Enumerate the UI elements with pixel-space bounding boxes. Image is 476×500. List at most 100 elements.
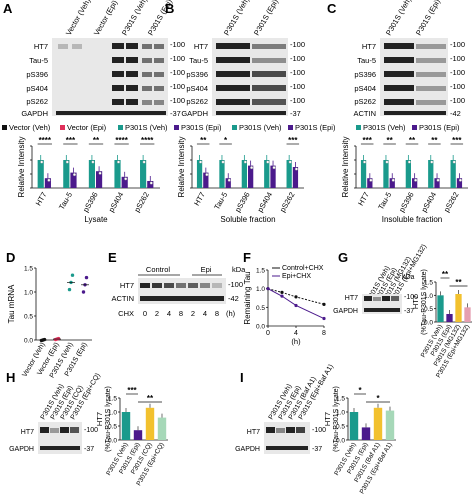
data-point xyxy=(91,160,95,164)
panel-letter-b: B xyxy=(165,1,174,16)
y-axis-label: Relative Intensity xyxy=(341,137,350,198)
kda-label: -100 xyxy=(450,96,465,105)
blot-label: ACTIN xyxy=(112,294,135,303)
kda-label: -100 xyxy=(290,54,305,63)
data-point xyxy=(47,178,51,182)
y-tick-label: 0.0 xyxy=(108,438,117,445)
sig-mark: ** xyxy=(442,270,449,279)
panel-letter-a: A xyxy=(3,1,13,16)
data-point xyxy=(205,173,209,177)
bar xyxy=(114,160,121,188)
sig-mark: ** xyxy=(93,136,100,145)
x-tick-label: pS404 xyxy=(255,191,274,214)
bar xyxy=(203,172,209,188)
sig-mark: *** xyxy=(363,136,373,145)
x-axis-label: Lysate xyxy=(84,215,108,224)
sig-mark: * xyxy=(376,394,380,403)
blot-label: GAPDH xyxy=(333,308,358,315)
panel-letter-i: I xyxy=(240,370,244,385)
data-point xyxy=(288,160,292,164)
y-tick-label: 0.5 xyxy=(24,314,33,321)
bar xyxy=(361,427,371,440)
bar xyxy=(157,417,167,440)
panel-letter-h: H xyxy=(6,370,15,385)
series-line xyxy=(267,288,325,305)
bar xyxy=(225,178,231,188)
data-point xyxy=(369,178,373,182)
bar xyxy=(70,172,77,188)
panel-b-lane-labels: P301S (Veh) P301S (Epi) xyxy=(222,0,280,37)
kda-head: kDa xyxy=(232,265,246,274)
blot-label: pS404 xyxy=(26,84,48,93)
legend-swatch xyxy=(2,125,7,130)
bar xyxy=(383,160,389,188)
panel-f-line-chart: 0.0 0.5 1.0 1.5 Remaining Tau 0 4 8 (h) Control+C… xyxy=(243,265,326,346)
data-point xyxy=(98,171,102,175)
blot-label: HT7 xyxy=(34,42,48,51)
lane-label: P301S (Epi) xyxy=(252,0,280,37)
panel-a-lane-labels: Vector (Veh) Vector (Epi) P301S (Veh) P3… xyxy=(64,0,174,37)
sig-mark: **** xyxy=(141,136,154,145)
bar xyxy=(385,410,395,440)
series-line xyxy=(267,288,325,319)
legend-text: P301S (Epi) xyxy=(181,123,222,132)
legend-text: Control+CHX xyxy=(282,265,324,272)
legend-text: Vector (Veh) xyxy=(9,123,51,132)
panel-letter-e: E xyxy=(108,250,117,265)
sig-mark: ** xyxy=(386,136,393,145)
data-point xyxy=(199,160,203,164)
y-tick-label: 0.5 xyxy=(256,305,265,312)
panel-a-bar-chart: Relative Intensity HT7 **** Tau-5 *** pS396 **… xyxy=(17,136,160,224)
kda-label: -100 xyxy=(404,294,418,301)
blot-label: GAPDH xyxy=(235,446,260,453)
data-point xyxy=(294,303,298,308)
y-axis-label: HT7 xyxy=(411,295,420,309)
bar xyxy=(145,407,155,440)
data-point xyxy=(266,160,270,164)
blot-label: GAPDH xyxy=(21,109,48,118)
bar xyxy=(96,171,103,188)
sig-mark: * xyxy=(224,136,228,145)
data-point xyxy=(280,294,284,298)
kda-label: -100 xyxy=(290,40,305,49)
panel-a-western-blot: HT7 Tau-5 pS396 pS404 pS262 GAPDH -100 -… xyxy=(21,38,185,118)
blot-label: GAPDH xyxy=(9,446,34,453)
blot-label: pS396 xyxy=(26,70,48,79)
y-tick-label: 0.0 xyxy=(336,438,345,445)
sig-mark: ** xyxy=(455,278,462,287)
bar xyxy=(241,160,247,188)
x-tick-label: HT7 xyxy=(192,191,207,208)
data-point xyxy=(272,166,276,170)
y-tick-label: 1.0 xyxy=(256,286,265,293)
bar xyxy=(428,160,434,188)
kda-label: -100 xyxy=(170,96,185,105)
blot-label: pS396 xyxy=(186,70,208,79)
legend-text: Epi+CHX xyxy=(282,273,311,280)
lane-label: Vector (Veh) xyxy=(64,0,93,37)
kda-label: -100 xyxy=(170,54,185,63)
x-tick-label: Tau-5 xyxy=(57,191,74,212)
panel-i-western-blot: P301S (Veh) P301S (Epi) P301S (Baf A1) P… xyxy=(235,363,335,454)
blot-label: HT7 xyxy=(345,295,358,302)
data-point xyxy=(294,167,298,171)
kda-label: -100 xyxy=(170,82,185,91)
y-tick-label: 1.5 xyxy=(24,266,33,273)
panel-letter-d: D xyxy=(6,250,15,265)
panel-h-western-blot: P301S (Veh) P301S (Epi) P301S (CQ) P301S… xyxy=(9,372,102,454)
panel-b-bar-chart: Relative Intensity HT7 ** Tau-5 * pS396 pS404 p… xyxy=(177,136,304,224)
bar xyxy=(405,160,411,188)
data-point xyxy=(430,160,434,164)
kda-label: -100 xyxy=(450,40,465,49)
y-tick-label: 1.5 xyxy=(256,268,265,275)
y-axis-label-2: (%Tau-P301S lysate) xyxy=(333,386,340,452)
kda-label: -100 xyxy=(228,280,243,289)
kda-label: -100 xyxy=(290,68,305,77)
bar xyxy=(367,178,373,188)
y-tick-label: 1.0 xyxy=(108,410,117,417)
blot-label: pS396 xyxy=(354,70,376,79)
data-point xyxy=(56,336,61,341)
bar xyxy=(434,178,440,188)
bar xyxy=(412,178,418,188)
